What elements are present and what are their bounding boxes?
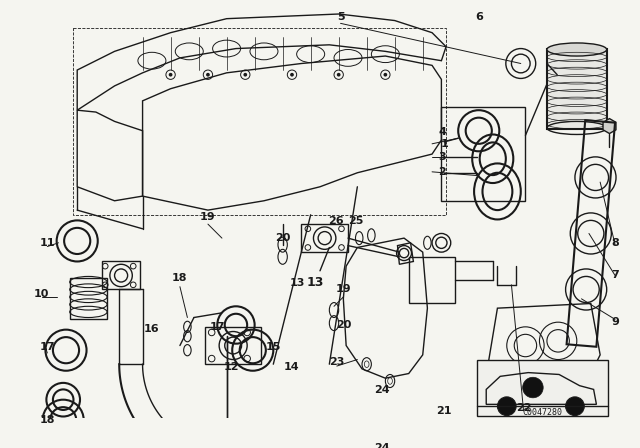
Text: 20: 20 — [335, 320, 351, 330]
Text: 6: 6 — [475, 12, 483, 22]
Ellipse shape — [547, 43, 607, 56]
Text: 3: 3 — [438, 152, 446, 162]
Circle shape — [337, 73, 340, 77]
Text: 22: 22 — [516, 403, 531, 413]
Circle shape — [523, 377, 543, 398]
Text: 4: 4 — [438, 127, 446, 137]
Text: 5: 5 — [337, 12, 344, 22]
Bar — [70, 278, 107, 319]
Text: 16: 16 — [144, 324, 160, 334]
Bar — [547, 49, 607, 129]
Circle shape — [566, 397, 584, 416]
Text: 7: 7 — [611, 271, 619, 280]
Text: 10: 10 — [34, 289, 49, 299]
Text: 8: 8 — [611, 238, 619, 248]
Text: 12: 12 — [223, 362, 239, 372]
Text: 21: 21 — [436, 406, 452, 416]
Text: 26: 26 — [328, 216, 344, 226]
Text: 13: 13 — [290, 278, 305, 288]
Text: 23: 23 — [329, 358, 344, 367]
Text: 20: 20 — [275, 233, 291, 243]
Text: 19: 19 — [200, 211, 216, 222]
Circle shape — [290, 73, 294, 77]
Text: 2: 2 — [438, 167, 446, 177]
Circle shape — [206, 73, 210, 77]
Text: 15: 15 — [266, 342, 281, 353]
Text: 14: 14 — [284, 362, 300, 372]
Text: 25: 25 — [348, 216, 363, 226]
Circle shape — [383, 73, 387, 77]
Text: 24: 24 — [374, 443, 390, 448]
Text: 24: 24 — [374, 385, 390, 395]
Circle shape — [243, 73, 247, 77]
Text: C0047280: C0047280 — [522, 408, 563, 417]
Circle shape — [169, 73, 172, 77]
Text: 18: 18 — [172, 273, 188, 283]
Text: 17: 17 — [209, 322, 225, 332]
Text: 11: 11 — [40, 238, 55, 248]
Text: 13: 13 — [307, 276, 324, 289]
Bar — [477, 360, 607, 416]
Text: 9: 9 — [611, 317, 619, 327]
Text: 17: 17 — [40, 342, 55, 353]
Bar — [442, 108, 525, 201]
Text: 1: 1 — [440, 139, 448, 149]
Circle shape — [497, 397, 516, 416]
Text: 19: 19 — [335, 284, 351, 294]
Text: 18: 18 — [40, 415, 55, 425]
